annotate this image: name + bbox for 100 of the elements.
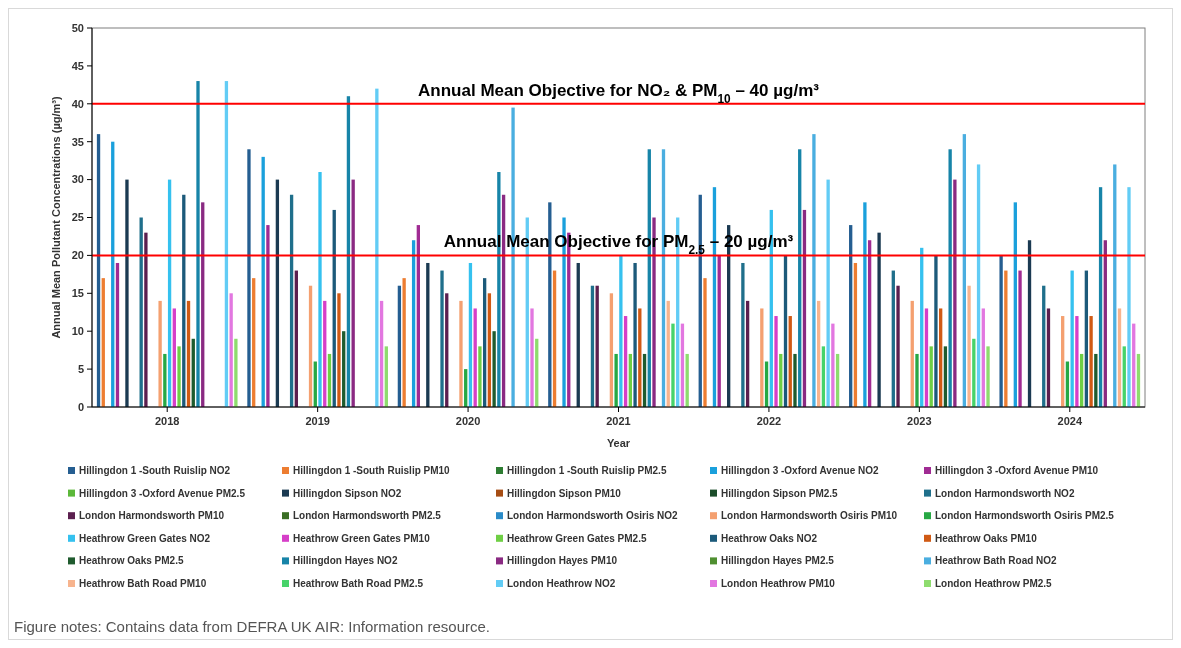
bar — [1018, 270, 1022, 407]
legend-label: Heathrow Bath Road NO2 — [935, 555, 1058, 567]
y-tick-label: 5 — [77, 362, 84, 375]
bar — [981, 308, 985, 407]
bar — [614, 353, 618, 407]
bar — [891, 270, 895, 407]
bar — [831, 323, 835, 407]
bar — [939, 308, 943, 407]
bar — [552, 270, 557, 407]
bar — [266, 225, 270, 407]
bar — [760, 308, 764, 407]
legend-label: Heathrow Oaks NO2 — [721, 532, 818, 544]
y-tick-label: 35 — [71, 135, 84, 148]
ref-line-label: Annual Mean Objective for NO₂ & PM$_{10}$ – 40 µg/m³ — [418, 80, 820, 106]
bar — [229, 293, 233, 407]
legend-label: Hillingdon Hayes PM2.5 — [721, 555, 835, 567]
x-axis-title: Year — [606, 437, 631, 449]
bar — [609, 293, 614, 407]
bar — [445, 293, 449, 407]
bar — [976, 164, 981, 407]
x-tick-label: 2019 — [305, 415, 330, 427]
bar — [953, 179, 957, 407]
bar — [633, 262, 637, 407]
bar — [821, 346, 826, 407]
bar — [1046, 308, 1051, 407]
bar — [1089, 316, 1093, 407]
legend-label: Hillingdon Sipson PM2.5 — [721, 487, 839, 499]
bar — [318, 172, 322, 407]
bar — [853, 262, 858, 407]
legend-label: Hillingdon Hayes PM10 — [507, 555, 618, 567]
bar — [1084, 270, 1089, 407]
bar — [741, 262, 745, 407]
bar — [487, 293, 492, 407]
bar — [924, 308, 929, 407]
y-tick-label: 10 — [71, 325, 84, 338]
legend-label: Heathrow Bath Road PM2.5 — [293, 578, 424, 589]
bar — [177, 346, 181, 407]
bar — [172, 308, 176, 407]
bar — [1042, 285, 1046, 407]
bar — [96, 134, 101, 407]
legend-label: London Harmondsworth PM10 — [79, 510, 225, 522]
legend-label: Heathrow Green Gates PM10 — [293, 532, 431, 544]
bar — [929, 346, 933, 407]
bar — [793, 353, 797, 407]
legend-label: Heathrow Oaks PM2.5 — [79, 555, 184, 567]
legend-label: Heathrow Bath Road PM10 — [79, 578, 207, 589]
y-axis-title: Annual Mean Pollutant Concentrations (µg/m³) — [50, 96, 62, 339]
legend-label: London Harmondsworth Osiris NO2 — [507, 510, 678, 522]
x-tick-label: 2018 — [154, 415, 180, 427]
legend-label: Hillingdon 3 -Oxford Avenue NO2 — [721, 465, 880, 476]
bar — [962, 134, 967, 407]
bar — [294, 270, 298, 407]
bar — [440, 270, 444, 407]
legend-label: Heathrow Oaks PM10 — [935, 532, 1038, 544]
legend-label: Hillingdon Hayes NO2 — [293, 555, 398, 567]
bar — [1070, 270, 1074, 407]
x-tick-label: 2023 — [907, 415, 932, 427]
bar — [1004, 270, 1008, 407]
y-tick-label: 50 — [71, 21, 84, 34]
legend-label: London Heathrow NO2 — [507, 578, 616, 589]
bar — [473, 308, 477, 407]
bar — [402, 278, 406, 407]
bar — [943, 346, 948, 407]
legend-label: Heathrow Green Gates NO2 — [79, 532, 211, 544]
bar — [671, 323, 675, 407]
bar — [144, 232, 148, 407]
bar — [247, 149, 251, 407]
text: Figure notes: Contains data from DEFRA UK AIR: Information resource. — [14, 618, 491, 635]
bar — [115, 262, 120, 407]
bar — [1122, 346, 1126, 407]
x-tick-label: 2024 — [1057, 415, 1083, 427]
legend-label: London Heathrow PM2.5 — [935, 578, 1053, 589]
bar — [196, 81, 200, 407]
y-tick-label: 15 — [71, 287, 84, 300]
bar — [1075, 316, 1079, 407]
bar — [158, 300, 162, 407]
bar — [798, 149, 802, 407]
bar — [703, 278, 707, 407]
bar — [619, 255, 623, 407]
bar — [375, 88, 379, 407]
bar — [877, 232, 881, 407]
bar — [590, 285, 595, 407]
bar — [915, 353, 919, 407]
bar — [1113, 164, 1117, 407]
bar — [934, 255, 938, 407]
bar — [397, 285, 402, 407]
legend-label: Hillingdon 3 -Oxford Avenue PM2.5 — [79, 487, 246, 499]
bar — [426, 262, 430, 407]
y-tick-label: 40 — [71, 97, 84, 110]
bar — [863, 202, 867, 407]
bar — [986, 346, 990, 407]
y-tick-label: 25 — [71, 211, 84, 224]
legend-label: Hillingdon 1 -South Ruislip NO2 — [79, 465, 231, 476]
x-tick-label: 2021 — [606, 415, 631, 427]
x-tick-label: 2020 — [455, 415, 481, 427]
bar — [492, 331, 496, 407]
bar — [948, 149, 952, 407]
y-tick-label: 30 — [71, 173, 84, 186]
bar — [459, 300, 463, 407]
bar — [468, 262, 473, 407]
